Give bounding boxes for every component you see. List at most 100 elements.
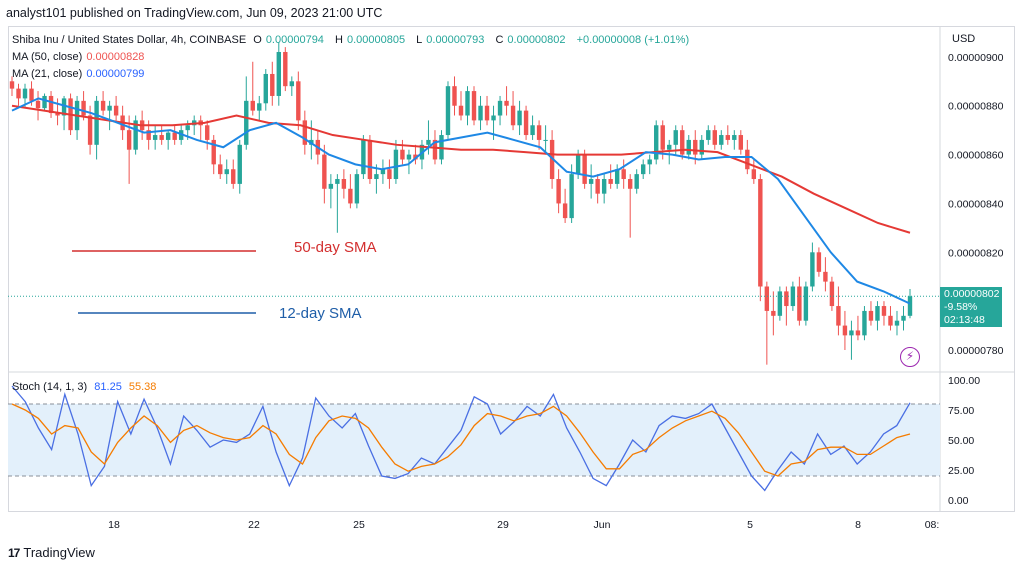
candle-body — [432, 139, 438, 160]
chart-frame — [8, 26, 1015, 512]
candle-body — [296, 81, 301, 121]
legend-ma21[interactable]: MA (21, close) 0.00000799 — [12, 68, 145, 80]
candle-body — [211, 139, 216, 165]
time-tick-label: 18 — [108, 519, 120, 531]
candle-body — [569, 174, 574, 219]
candle-body — [126, 130, 132, 150]
candle-body — [556, 179, 561, 204]
candle-body — [881, 306, 887, 316]
price-tick-label: 0.00000900 — [948, 52, 1004, 64]
stoch-d-line — [11, 403, 911, 477]
price-tick-label: 0.00000880 — [948, 101, 1004, 113]
candle-body — [575, 154, 581, 175]
candle-body — [823, 271, 828, 282]
candle-body — [647, 159, 652, 165]
candle-body — [406, 154, 412, 160]
candle-body — [699, 139, 704, 155]
legend-symbol[interactable]: Shiba Inu / United States Dollar, 4h, CO… — [12, 34, 247, 46]
candle-body — [257, 103, 262, 111]
price-tick-label: 0.00000860 — [948, 150, 1004, 162]
candle-body — [400, 149, 405, 160]
candle-body — [237, 144, 242, 184]
candle-body — [276, 51, 281, 96]
legend-ma50[interactable]: MA (50, close) 0.00000828 — [12, 51, 145, 63]
last-price-change: -9.58% — [944, 301, 978, 313]
time-tick-label: 8 — [855, 519, 861, 531]
candle-body — [771, 310, 776, 316]
candle-body — [641, 164, 646, 175]
candle-body — [380, 169, 386, 175]
candle-body — [706, 130, 711, 140]
candle-body — [680, 130, 685, 155]
candle-body — [393, 149, 399, 180]
candle-body — [22, 88, 28, 99]
candle-body — [289, 81, 295, 87]
candle-body — [764, 286, 770, 311]
candle-body — [634, 174, 639, 189]
candle-body — [849, 330, 854, 336]
ma50-line — [11, 104, 911, 234]
price-tick-label: 0.00000820 — [948, 247, 1004, 259]
legend-stoch[interactable]: Stoch (14, 1, 3) 81.25 55.38 — [12, 381, 157, 393]
price-tick-label: 0.00000840 — [948, 198, 1004, 210]
candle-body — [894, 320, 900, 326]
currency-label[interactable]: USD — [952, 33, 976, 45]
candle-body — [582, 154, 587, 184]
candle-body — [445, 86, 451, 136]
candle-body — [205, 125, 210, 140]
candle-body — [530, 125, 535, 136]
candle-body — [341, 179, 347, 189]
candle-body — [562, 203, 568, 219]
candle-body — [185, 125, 190, 131]
candle-body — [374, 174, 379, 180]
candle-body — [777, 291, 783, 316]
stoch-k-line — [11, 385, 911, 492]
annotation-12-day-sma: 12-day SMA — [279, 305, 362, 322]
stoch-tick-label: 50.00 — [948, 435, 974, 447]
candle-body — [810, 252, 815, 287]
candle-body — [517, 110, 522, 126]
legend-open: O 0.00000794 — [253, 34, 324, 46]
candle-body — [803, 286, 809, 321]
candle-body — [875, 306, 880, 321]
candle-body — [361, 139, 366, 175]
stoch-tick-label: 100.00 — [948, 375, 980, 387]
candle-body — [738, 135, 744, 150]
candle-body — [270, 73, 275, 96]
legend-symbol-row: Shiba Inu / United States Dollar, 4h, CO… — [12, 34, 693, 46]
candle-body — [218, 164, 223, 175]
candle-body — [165, 132, 171, 140]
candle-body — [797, 286, 802, 321]
candle-body — [113, 105, 119, 116]
candle-body — [224, 169, 229, 175]
candle-body — [614, 169, 620, 184]
candle-body — [686, 139, 691, 155]
candle-body — [491, 115, 496, 121]
candle-body — [55, 113, 60, 116]
candle-body — [536, 125, 542, 140]
time-tick-label: 08: — [925, 519, 940, 531]
candle-body — [497, 100, 503, 116]
candle-body — [601, 179, 607, 194]
candle-body — [348, 188, 353, 204]
candle-body — [48, 95, 54, 114]
candle-body — [426, 139, 431, 145]
candle-body — [335, 179, 340, 184]
time-tick-label: 29 — [497, 519, 509, 531]
candle-body — [888, 315, 893, 326]
candle-body — [608, 179, 613, 184]
candle-body — [302, 120, 308, 145]
candle-body — [862, 310, 867, 336]
candle-body — [751, 169, 757, 180]
flash-icon[interactable]: ⚡ — [900, 347, 920, 367]
candle-body — [719, 135, 724, 145]
candle-body — [543, 139, 548, 141]
candle-body — [478, 105, 483, 121]
candle-body — [465, 91, 470, 116]
candle-body — [693, 139, 698, 155]
candle-body — [133, 120, 138, 150]
candle-body — [907, 296, 913, 316]
time-tick-label: 22 — [248, 519, 260, 531]
tradingview-logo-icon: 17 — [8, 545, 20, 560]
